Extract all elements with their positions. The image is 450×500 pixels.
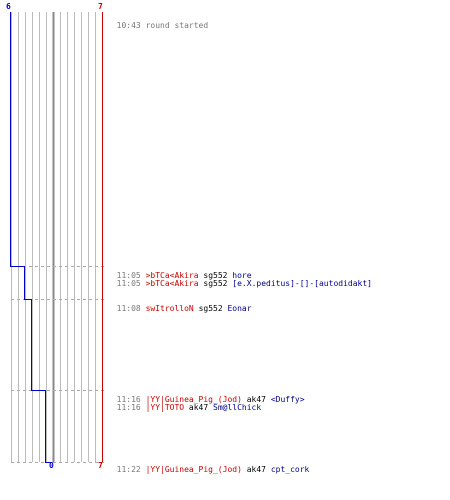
kill-event: 11:05 >bTCa<Akira sg552 hore <box>107 261 252 281</box>
killer-name: |YY|TOTO <box>145 403 185 412</box>
victim-name: hore <box>232 271 252 280</box>
victim-name: cpt_cork <box>270 465 310 474</box>
red-score-bottom: 7 <box>98 461 103 470</box>
kill-event: 11:16 |YY|TOTO ak47 Sm@llChick <box>107 393 262 413</box>
timestamp: 11:08 <box>116 304 141 313</box>
timestamp: 11:05 <box>116 271 141 280</box>
kill-event: 11:22 |YY|Guinea_Pig_(Jod) ak47 cpt_cork <box>107 455 310 475</box>
event-guide-lines <box>11 266 105 463</box>
killer-name: |YY|Guinea_Pig_(Jod) <box>145 395 242 404</box>
weapon-name: ak47 <box>246 465 266 474</box>
blue-team-alive-line <box>10 12 53 463</box>
weapon-name: sg552 <box>203 271 228 280</box>
weapon-name: ak47 <box>246 395 266 404</box>
timestamp: 11:22 <box>116 465 141 474</box>
kill-event: 11:05 >bTCa<Akira sg552 [e.X.peditus]-[]… <box>107 269 372 289</box>
kill-event: 11:08 swItrolloN sg552 Eonar <box>107 294 252 314</box>
victim-name: Sm@llChick <box>213 403 262 412</box>
killer-name: >bTCa<Akira <box>145 279 199 288</box>
red-score-top: 7 <box>98 2 103 11</box>
weapon-name: ak47 <box>188 403 209 412</box>
round-start-line: 10:43 round started <box>107 11 209 31</box>
timestamp: 11:16 <box>116 403 141 412</box>
victim-name: <Duffy> <box>270 395 305 404</box>
killer-name: |YY|Guinea_Pig_(Jod) <box>145 465 242 474</box>
weapon-name: sg552 <box>198 304 223 313</box>
blue-score-top: 6 <box>6 2 11 11</box>
round-start-text: round started <box>145 21 209 30</box>
kill-event: 11:16 |YY|Guinea_Pig_(Jod) ak47 <Duffy> <box>107 385 305 405</box>
timestamp: 11:05 <box>116 279 141 288</box>
grid-lines <box>11 12 96 462</box>
weapon-name: sg552 <box>203 279 228 288</box>
victim-name: Eonar <box>227 304 252 313</box>
timestamp: 10:43 <box>116 21 141 30</box>
killer-name: >bTCa<Akira <box>145 271 199 280</box>
victim-name: [e.X.peditus]-[]-[autodidakt] <box>232 279 372 288</box>
killer-name: swItrolloN <box>145 304 194 313</box>
timestamp: 11:16 <box>116 395 141 404</box>
blue-score-bottom: 0 <box>49 461 54 470</box>
